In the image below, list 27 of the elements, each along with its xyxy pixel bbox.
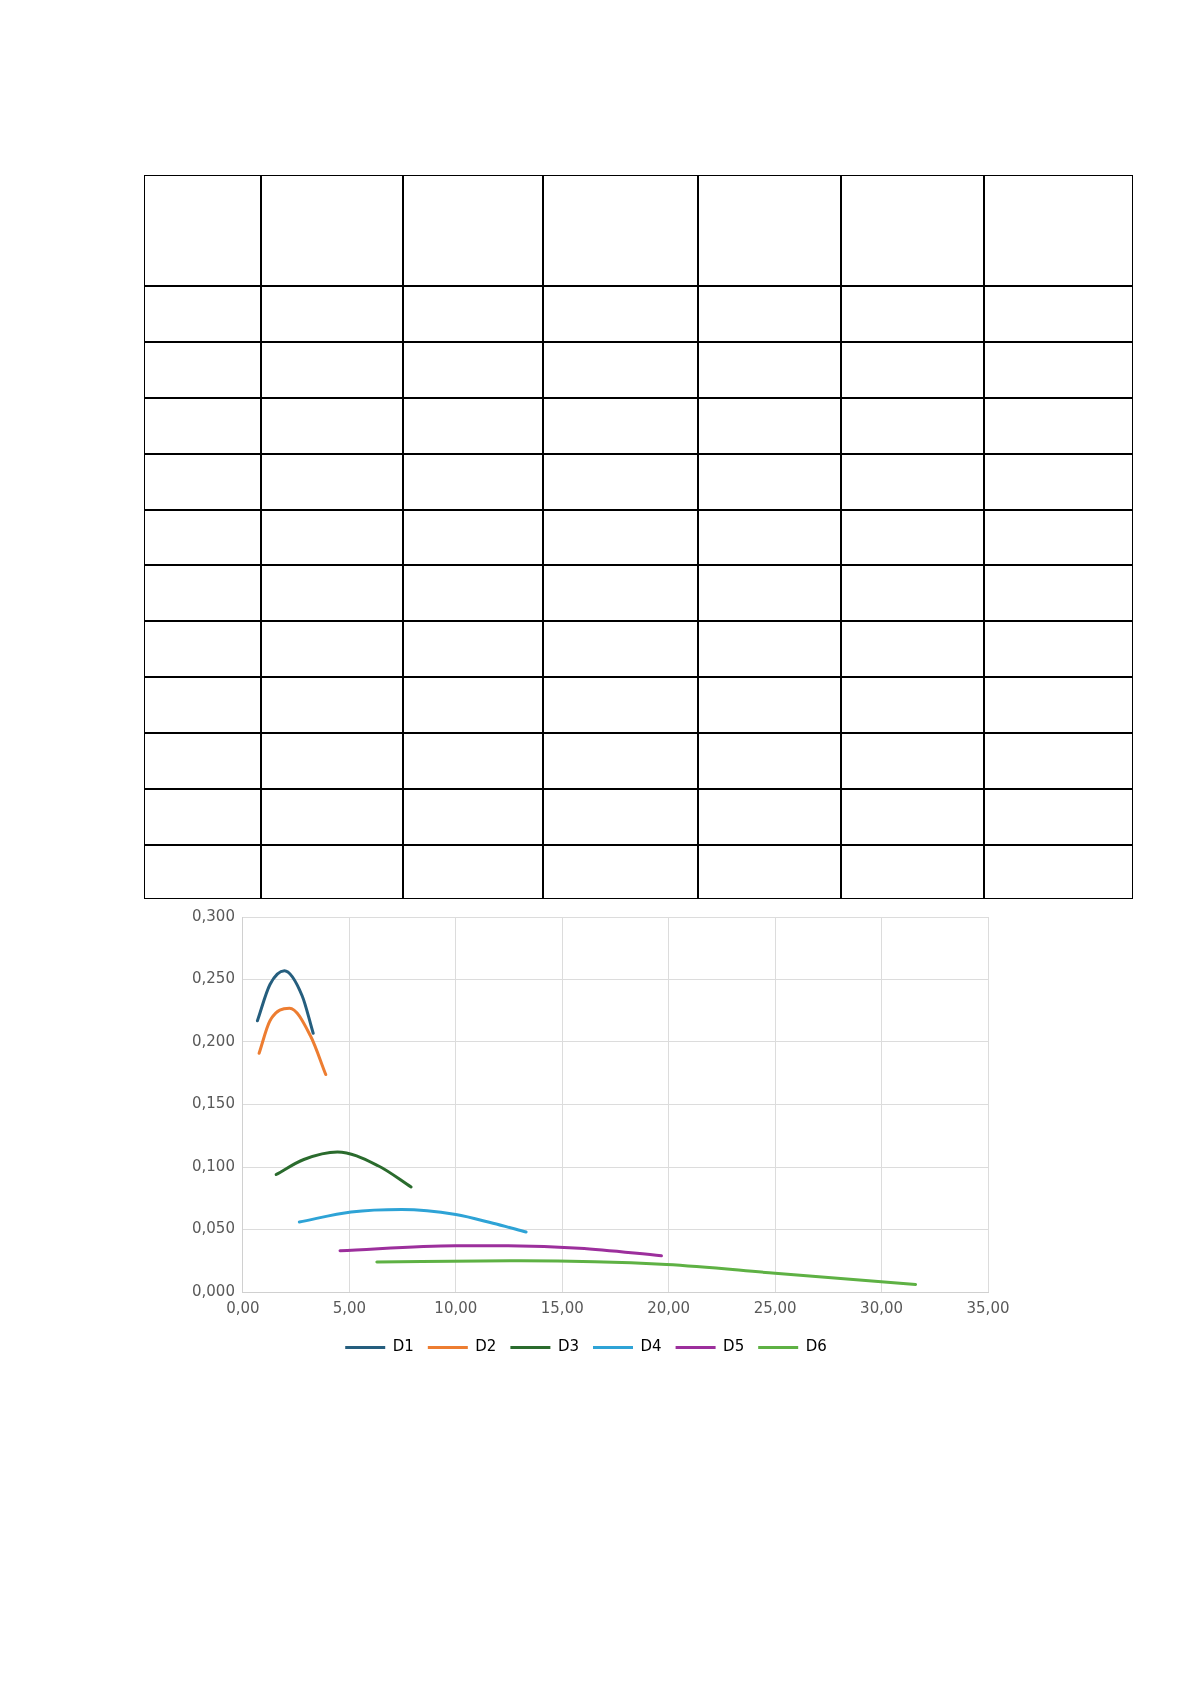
legend-label: D5 — [723, 1337, 745, 1356]
x-tick-label: 25,00 — [753, 1298, 797, 1317]
legend-label: D6 — [805, 1337, 827, 1356]
x-tick-label: 20,00 — [647, 1298, 691, 1317]
x-tick-label: 10,00 — [434, 1298, 478, 1317]
y-tick-label: 0,000 — [191, 1281, 235, 1300]
x-tick-label: 35,00 — [966, 1298, 1010, 1317]
legend-label: D2 — [475, 1337, 497, 1356]
y-tick-label: 0,300 — [191, 906, 235, 925]
y-tick-label: 0,150 — [191, 1094, 235, 1113]
legend-label: D4 — [640, 1337, 662, 1356]
x-tick-label: 5,00 — [332, 1298, 367, 1317]
x-tick-label: 30,00 — [860, 1298, 904, 1317]
line-series — [274, 1150, 413, 1189]
y-tick-label: 0,250 — [191, 969, 235, 988]
y-tick-label: 0,200 — [191, 1031, 235, 1050]
line-series — [297, 1208, 528, 1234]
y-tick-label: 0,050 — [191, 1219, 235, 1238]
legend-label: D3 — [557, 1337, 579, 1356]
y-tick-label: 0,100 — [191, 1156, 235, 1175]
line-series — [338, 1244, 663, 1258]
line-series — [257, 1006, 328, 1076]
x-tick-label: 0,00 — [226, 1298, 260, 1317]
legend-label: D1 — [392, 1337, 414, 1356]
line-series — [255, 969, 315, 1035]
line-series — [375, 1259, 918, 1286]
x-tick-label: 15,00 — [540, 1298, 584, 1317]
